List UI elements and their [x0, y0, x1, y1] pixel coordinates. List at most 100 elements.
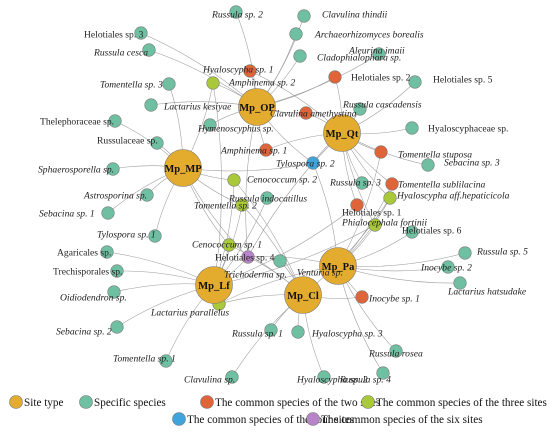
species-label-hyaloscypha-aff-hepaticicola: Hyaloscypha aff.hepaticicola — [396, 190, 510, 201]
species-label-tomentella-sp-1: Tomentella sp. 1 — [113, 353, 176, 364]
species-node-russula-sp-1 — [264, 323, 278, 337]
species-node-inocybe-sp-2 — [441, 260, 455, 274]
species-label-russula-sp-1: Russula sp. 1 — [231, 328, 283, 339]
legend-swatch-site — [9, 395, 23, 409]
species-label-russulaceae-sp: Russulaceae sp. — [97, 135, 158, 146]
species-node-russula-cesca — [142, 43, 156, 57]
species-node-helotiales-sp-2 — [328, 70, 342, 84]
species-label-lactarius-kesiyae: Lactarius kesiyae — [163, 101, 232, 112]
species-node-russula-indocatillus — [260, 191, 274, 205]
species-label-hyaloscyphaceae-sp: Hyaloscyphaceae sp. — [428, 123, 508, 134]
site-label-pa: Mp_Pa — [322, 262, 355, 273]
legend-swatch-four — [172, 412, 186, 426]
species-label-sebacina-sp-2: Sebacina sp. 2 — [56, 326, 112, 337]
legend-label-two: The common species of the two sites — [215, 397, 380, 409]
species-node-russulaceae-sp — [150, 136, 164, 150]
species-label-hyaloscypha-sp-2: Hyaloscypha sp. 2 — [296, 374, 368, 385]
species-node-hyaloscyphaceae-sp — [405, 121, 419, 135]
species-node-tomentella-sublilacina — [385, 177, 399, 191]
legend-swatch-three — [361, 395, 375, 409]
species-label-thelephoraceae-sp: Thelephoraceae sp. — [40, 116, 114, 127]
species-label-russula-cascadensis: Russula cascadensis — [342, 99, 422, 110]
species-label-inocybe-sp-1: Inocybe sp. 1 — [368, 293, 420, 304]
species-label-helotiales-sp-5: Helotiales sp. 5 — [433, 74, 493, 85]
species-node-tomentella-sp-3 — [162, 77, 176, 91]
legend-swatch-two — [200, 395, 214, 409]
species-label-russula-sp-2: Russula sp. 2 — [211, 9, 263, 20]
species-label-russula-rosea: Russula rosea — [368, 348, 423, 359]
site-node-lf — [195, 266, 233, 304]
network-labels: Russula sp. 2 Clavulina thindii Archaeorhi… — [38, 9, 528, 385]
species-node-russula-rosea — [389, 344, 403, 358]
species-label-tomentella-sublilacina: Tomentella sublilacina — [398, 179, 486, 190]
species-label-archaeorhizomyces-borealis: Archaeorhizomyces borealis — [314, 29, 424, 40]
species-label-amphinema-sp-2: Amphinema sp. 2 — [228, 77, 296, 88]
species-label-helotiales-sp-2: Helotiales sp. 2 — [351, 72, 411, 83]
species-label-russula-sp-3: Russula sp. 3 — [329, 177, 381, 188]
species-label-cenococcum-sp-1: Cenococcum sp. 1 — [192, 239, 262, 250]
species-node-cladophialophora-sp — [293, 49, 307, 63]
species-node-phialocephala-fortinii — [368, 218, 382, 232]
species-node-amphinema-sp-1 — [259, 143, 273, 157]
species-node-cenococcum-sp-1 — [222, 238, 236, 252]
species-node-trechisporales-sp — [110, 264, 124, 278]
species-node-russula-sp-5 — [458, 246, 472, 260]
species-node-venturia-sp — [273, 254, 287, 268]
species-label-hymenoscyphus-sp: Hymenoscyphus sp. — [197, 123, 274, 134]
site-label-op: Mp_OP — [239, 103, 275, 114]
edge-helotiales-sp-1-lf — [213, 204, 358, 286]
species-node-tylospora-sp-2 — [306, 156, 320, 170]
species-label-clavulina-thindii: Clavulina thindii — [322, 9, 388, 20]
site-label-lf: Mp_Lf — [198, 281, 230, 292]
species-node-astrosporina-sp — [140, 188, 154, 202]
site-node-mp — [164, 149, 202, 187]
species-node-hymenoscyphus-sp — [203, 118, 217, 132]
species-label-tylospora-sp-2: Tylospora sp. 2 — [276, 158, 335, 169]
species-label-oidiodendron-sp: Oidiodendron sp. — [60, 292, 127, 303]
species-node-hyaloscypha-sp-2 — [317, 370, 331, 384]
site-label-mp: Mp_MP — [164, 164, 202, 175]
site-node-pa — [319, 247, 357, 285]
species-label-russula-sp-4: Russula sp. 4 — [339, 374, 391, 385]
species-label-helotiales-sp-4: Helotiales sp. 4 — [215, 252, 275, 263]
species-label-sebacina-sp-3: Sebacina sp. 3 — [444, 157, 500, 168]
edge-amphinema-sp-2-lf — [212, 82, 222, 286]
species-label-astrosporina-sp: Astrosporina sp. — [83, 190, 147, 201]
species-label-cenococcum-sp-2: Cenococcum sp. 2 — [247, 174, 317, 185]
species-node-inocybe-sp-1 — [355, 290, 369, 304]
species-node-clavulina-thindii — [297, 9, 311, 23]
species-label-tomentella-sp-3: Tomentella sp. 3 — [100, 79, 163, 90]
species-label-sebacina-sp-1: Sebacina sp. 1 — [39, 208, 95, 219]
species-node-agaricales-sp — [100, 245, 114, 259]
species-label-russula-sp-5: Russula sp. 5 — [476, 246, 528, 257]
species-label-trichoderma-sp: Trichoderma sp. — [224, 269, 287, 280]
species-node-clavulina-sp — [225, 370, 239, 384]
species-node-cenococcum-sp-2 — [227, 173, 241, 187]
species-node-sebacina-sp-2 — [110, 320, 124, 334]
species-node-sebacina-sp-1 — [101, 206, 115, 220]
species-node-tomentella-sp-2 — [235, 198, 249, 212]
legend-label-three: The common species of the three sites — [376, 397, 547, 409]
network-nodes — [100, 5, 472, 384]
species-node-oidiodendron-sp — [107, 285, 121, 299]
legend-label-six: The common species of the six sites — [321, 414, 483, 426]
legend-swatch-six — [306, 412, 320, 426]
species-label-cladophialophora-sp: Cladophialophora sp. — [317, 52, 401, 63]
species-label-tylospora-sp-1: Tylospora sp. 1 — [97, 229, 156, 240]
species-label-helotiales-sp-1: Helotiales sp. 1 — [342, 207, 402, 218]
species-node-aleurina-imaii — [372, 47, 386, 61]
species-node-russula-sp-4 — [376, 366, 390, 380]
species-node-clavulina-amethystina — [299, 106, 313, 120]
species-label-clavulina-sp: Clavulina sp. — [184, 374, 235, 385]
species-node-thelephoraceae-sp — [108, 114, 122, 128]
species-label-amphinema-sp-1: Amphinema sp. 1 — [220, 145, 287, 156]
species-node-russula-cascadensis — [353, 102, 367, 116]
species-label-trechisporales-sp: Trechisporales sp. — [53, 266, 122, 277]
site-label-cl: Mp_Cl — [287, 291, 319, 302]
species-label-tomentella-sp-2: Tomentella sp. 2 — [194, 200, 257, 211]
species-node-helotiales-sp-3 — [134, 26, 148, 40]
species-node-helotiales-sp-1 — [350, 198, 364, 212]
species-node-archaeorhizomyces-borealis — [289, 27, 303, 41]
species-node-amphinema-sp-2 — [206, 76, 220, 90]
species-node-tomentella-sp-1 — [159, 354, 173, 368]
